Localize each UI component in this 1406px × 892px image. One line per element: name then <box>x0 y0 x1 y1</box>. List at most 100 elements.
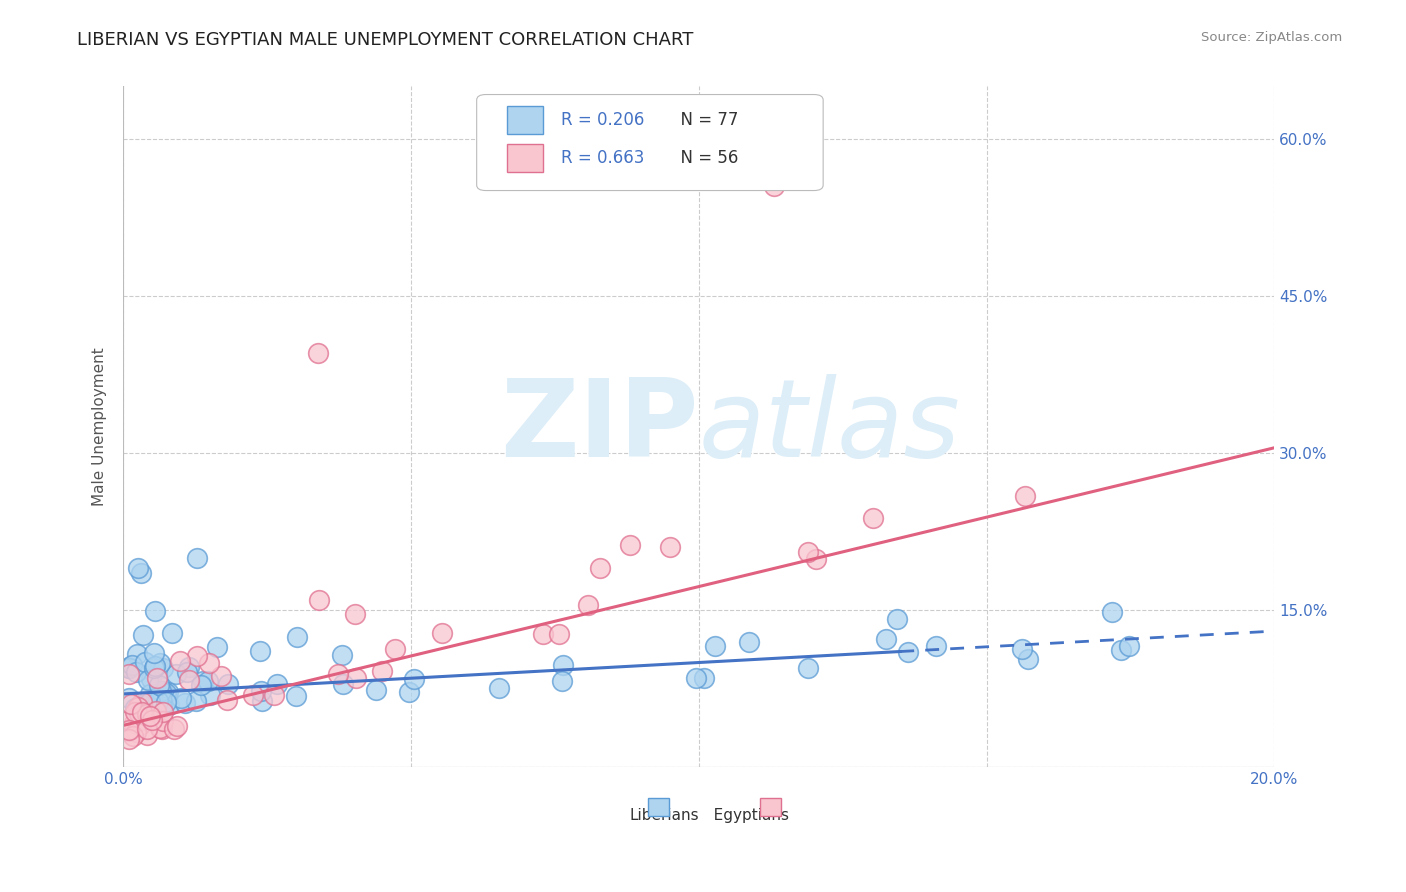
Point <box>118 714 141 728</box>
Point <box>146 692 169 706</box>
Point <box>121 658 143 673</box>
Point <box>145 691 167 706</box>
Point <box>152 714 174 728</box>
Point <box>308 593 330 607</box>
Point <box>169 654 191 668</box>
Point <box>330 648 353 662</box>
Point <box>121 729 143 743</box>
Point <box>148 678 170 692</box>
Point <box>139 687 162 701</box>
Point <box>160 625 183 640</box>
Point <box>127 700 149 714</box>
Point <box>118 660 141 674</box>
Point <box>152 706 174 720</box>
Bar <box>506 105 544 134</box>
Point <box>127 648 149 662</box>
Point <box>118 724 141 739</box>
Point <box>658 540 681 554</box>
Point <box>131 698 153 712</box>
Point <box>307 346 329 360</box>
Point <box>200 688 222 702</box>
Point <box>149 684 172 698</box>
Point <box>157 698 180 713</box>
Point <box>576 598 599 612</box>
Point <box>155 696 177 710</box>
Point <box>551 657 574 672</box>
Point <box>266 677 288 691</box>
Point <box>124 724 146 739</box>
Point <box>1014 489 1036 503</box>
Text: ZIP: ZIP <box>501 374 699 480</box>
Point <box>250 694 273 708</box>
Point <box>1109 643 1132 657</box>
Text: Source: ZipAtlas.com: Source: ZipAtlas.com <box>1202 31 1343 45</box>
Point <box>149 722 172 736</box>
Point <box>384 642 406 657</box>
Point <box>122 716 145 731</box>
Point <box>249 644 271 658</box>
Point <box>143 661 166 675</box>
Point <box>737 635 759 649</box>
Point <box>174 696 197 710</box>
Point <box>129 718 152 732</box>
Point <box>152 722 174 736</box>
Point <box>135 723 157 737</box>
Point <box>205 640 228 655</box>
Point <box>704 639 727 653</box>
Point <box>118 691 141 706</box>
Point <box>797 545 820 559</box>
Point <box>124 701 146 715</box>
FancyBboxPatch shape <box>477 95 823 191</box>
Point <box>170 691 193 706</box>
Point <box>131 695 153 709</box>
Point <box>152 684 174 698</box>
Point <box>1017 652 1039 666</box>
Point <box>186 550 208 565</box>
Point <box>796 660 818 674</box>
Point <box>138 699 160 714</box>
Point <box>875 632 897 647</box>
Point <box>619 537 641 551</box>
Point <box>531 627 554 641</box>
Point <box>177 659 200 673</box>
Point <box>589 561 612 575</box>
Point <box>197 673 219 688</box>
Point <box>139 672 162 686</box>
Point <box>131 714 153 728</box>
Point <box>551 674 574 689</box>
Point <box>186 694 208 708</box>
Point <box>135 728 157 742</box>
Point <box>488 681 510 696</box>
Point <box>118 660 141 674</box>
Point <box>156 684 179 698</box>
Point <box>1011 641 1033 656</box>
Point <box>139 709 162 723</box>
Point <box>1118 639 1140 653</box>
Text: R = 0.663: R = 0.663 <box>561 149 644 167</box>
Point <box>138 673 160 687</box>
Point <box>127 561 149 575</box>
Point <box>806 552 828 566</box>
Point <box>145 671 167 685</box>
Point <box>862 511 884 525</box>
Text: R = 0.206: R = 0.206 <box>561 111 644 128</box>
Point <box>125 665 148 679</box>
Text: Egyptians: Egyptians <box>699 808 789 823</box>
Point <box>685 671 707 685</box>
Point <box>118 723 141 738</box>
Point <box>547 627 569 641</box>
Point <box>152 661 174 675</box>
Point <box>143 659 166 673</box>
Point <box>1101 606 1123 620</box>
Text: N = 56: N = 56 <box>671 149 738 167</box>
Point <box>925 639 948 653</box>
Point <box>190 678 212 692</box>
Point <box>143 604 166 618</box>
Y-axis label: Male Unemployment: Male Unemployment <box>93 348 107 506</box>
Point <box>165 666 187 681</box>
Point <box>139 694 162 708</box>
Point <box>209 669 232 683</box>
Point <box>285 631 308 645</box>
Point <box>124 705 146 719</box>
Point <box>150 700 173 714</box>
